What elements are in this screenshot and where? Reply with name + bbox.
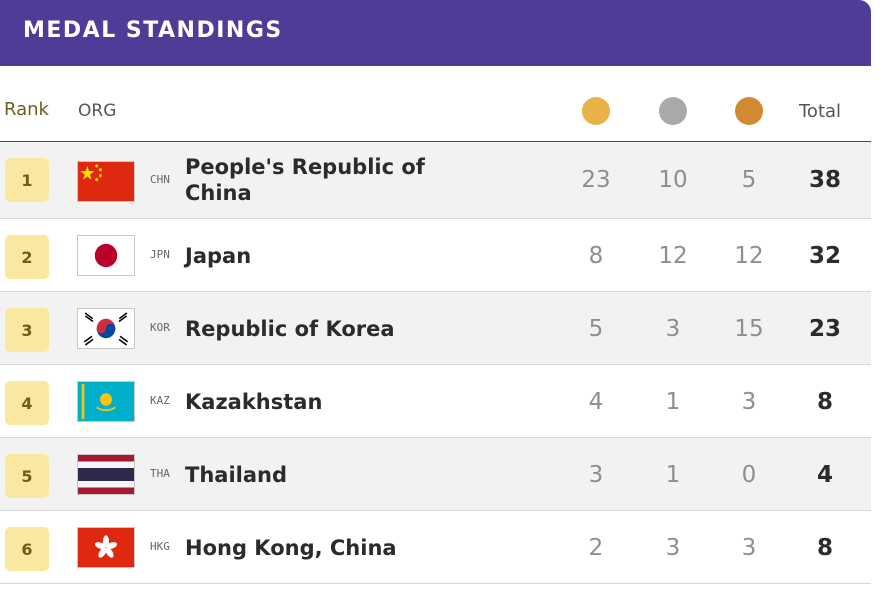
- table-row[interactable]: 2 JPN Japan 8 12 12 32: [0, 219, 871, 292]
- gold-count: 3: [588, 462, 604, 488]
- gold-count: 8: [588, 243, 604, 269]
- page-title: MEDAL STANDINGS: [23, 18, 283, 43]
- bronze-count: 3: [741, 535, 757, 561]
- table-row[interactable]: 1 CHN People's Republic of China 23 10 5…: [0, 142, 871, 219]
- bronze-count: 12: [734, 243, 764, 269]
- medal-standings-header: MEDAL STANDINGS: [0, 0, 871, 66]
- table-column-headers: Rank ORG Total: [0, 66, 871, 142]
- table-row[interactable]: 4 KAZ Kazakhstan 4 1 3 8: [0, 365, 871, 438]
- silver-count: 1: [665, 389, 681, 415]
- gold-count: 2: [588, 535, 604, 561]
- total-count: 8: [816, 389, 833, 415]
- country-code: THA: [150, 467, 170, 480]
- country-name[interactable]: Thailand: [185, 463, 287, 487]
- silver-count: 10: [658, 167, 688, 193]
- table-row[interactable]: 3 KOR Republic of: [0, 292, 871, 365]
- rank-badge: 3: [5, 308, 49, 352]
- bronze-count: 5: [741, 167, 757, 193]
- rank-badge: 1: [5, 158, 49, 202]
- silver-count: 3: [665, 535, 681, 561]
- thailand-flag-icon: [77, 454, 135, 495]
- country-code: JPN: [150, 248, 170, 261]
- bronze-count: 3: [741, 389, 757, 415]
- country-name[interactable]: Japan: [185, 244, 252, 268]
- gold-count: 5: [588, 316, 604, 342]
- country-code: CHN: [150, 173, 170, 186]
- silver-count: 1: [665, 462, 681, 488]
- korea-flag-icon: [77, 308, 135, 349]
- country-name[interactable]: Kazakhstan: [185, 390, 323, 414]
- kazakhstan-flag-icon: [77, 381, 135, 422]
- org-column-header[interactable]: ORG: [78, 101, 117, 121]
- bronze-count: 15: [734, 316, 764, 342]
- silver-count: 12: [658, 243, 688, 269]
- rank-badge: 2: [5, 235, 49, 279]
- country-code: HKG: [150, 540, 170, 553]
- country-code: KOR: [150, 321, 170, 334]
- total-count: 8: [816, 535, 833, 561]
- country-name[interactable]: Hong Kong, China: [185, 536, 397, 560]
- rank-badge: 6: [5, 527, 49, 571]
- medal-table: 1 CHN People's Republic of China 23 10 5…: [0, 142, 871, 584]
- rank-badge: 5: [5, 454, 49, 498]
- silver-medal-icon[interactable]: [659, 97, 687, 125]
- total-count: 4: [816, 462, 833, 488]
- rank-badge: 4: [5, 381, 49, 425]
- total-count: 38: [808, 167, 841, 193]
- total-column-header[interactable]: Total: [799, 101, 842, 122]
- hong-kong-flag-icon: [77, 527, 135, 568]
- country-name[interactable]: Republic of Korea: [185, 317, 395, 341]
- total-count: 32: [808, 243, 841, 269]
- gold-count: 23: [581, 167, 611, 193]
- japan-flag-icon: [77, 235, 135, 276]
- table-row[interactable]: 5 THA Thailand 3 1 0 4: [0, 438, 871, 511]
- bronze-medal-icon[interactable]: [735, 97, 763, 125]
- country-code: KAZ: [150, 394, 170, 407]
- rank-column-header[interactable]: Rank: [4, 99, 49, 120]
- table-row[interactable]: 6 HKG Hong Kong, China 2 3 3 8: [0, 511, 871, 584]
- china-flag-icon: [77, 161, 135, 202]
- country-name[interactable]: People's Republic of China: [185, 155, 425, 205]
- gold-count: 4: [588, 389, 604, 415]
- total-count: 23: [808, 316, 841, 342]
- gold-medal-icon[interactable]: [582, 97, 610, 125]
- bronze-count: 0: [741, 462, 757, 488]
- silver-count: 3: [665, 316, 681, 342]
